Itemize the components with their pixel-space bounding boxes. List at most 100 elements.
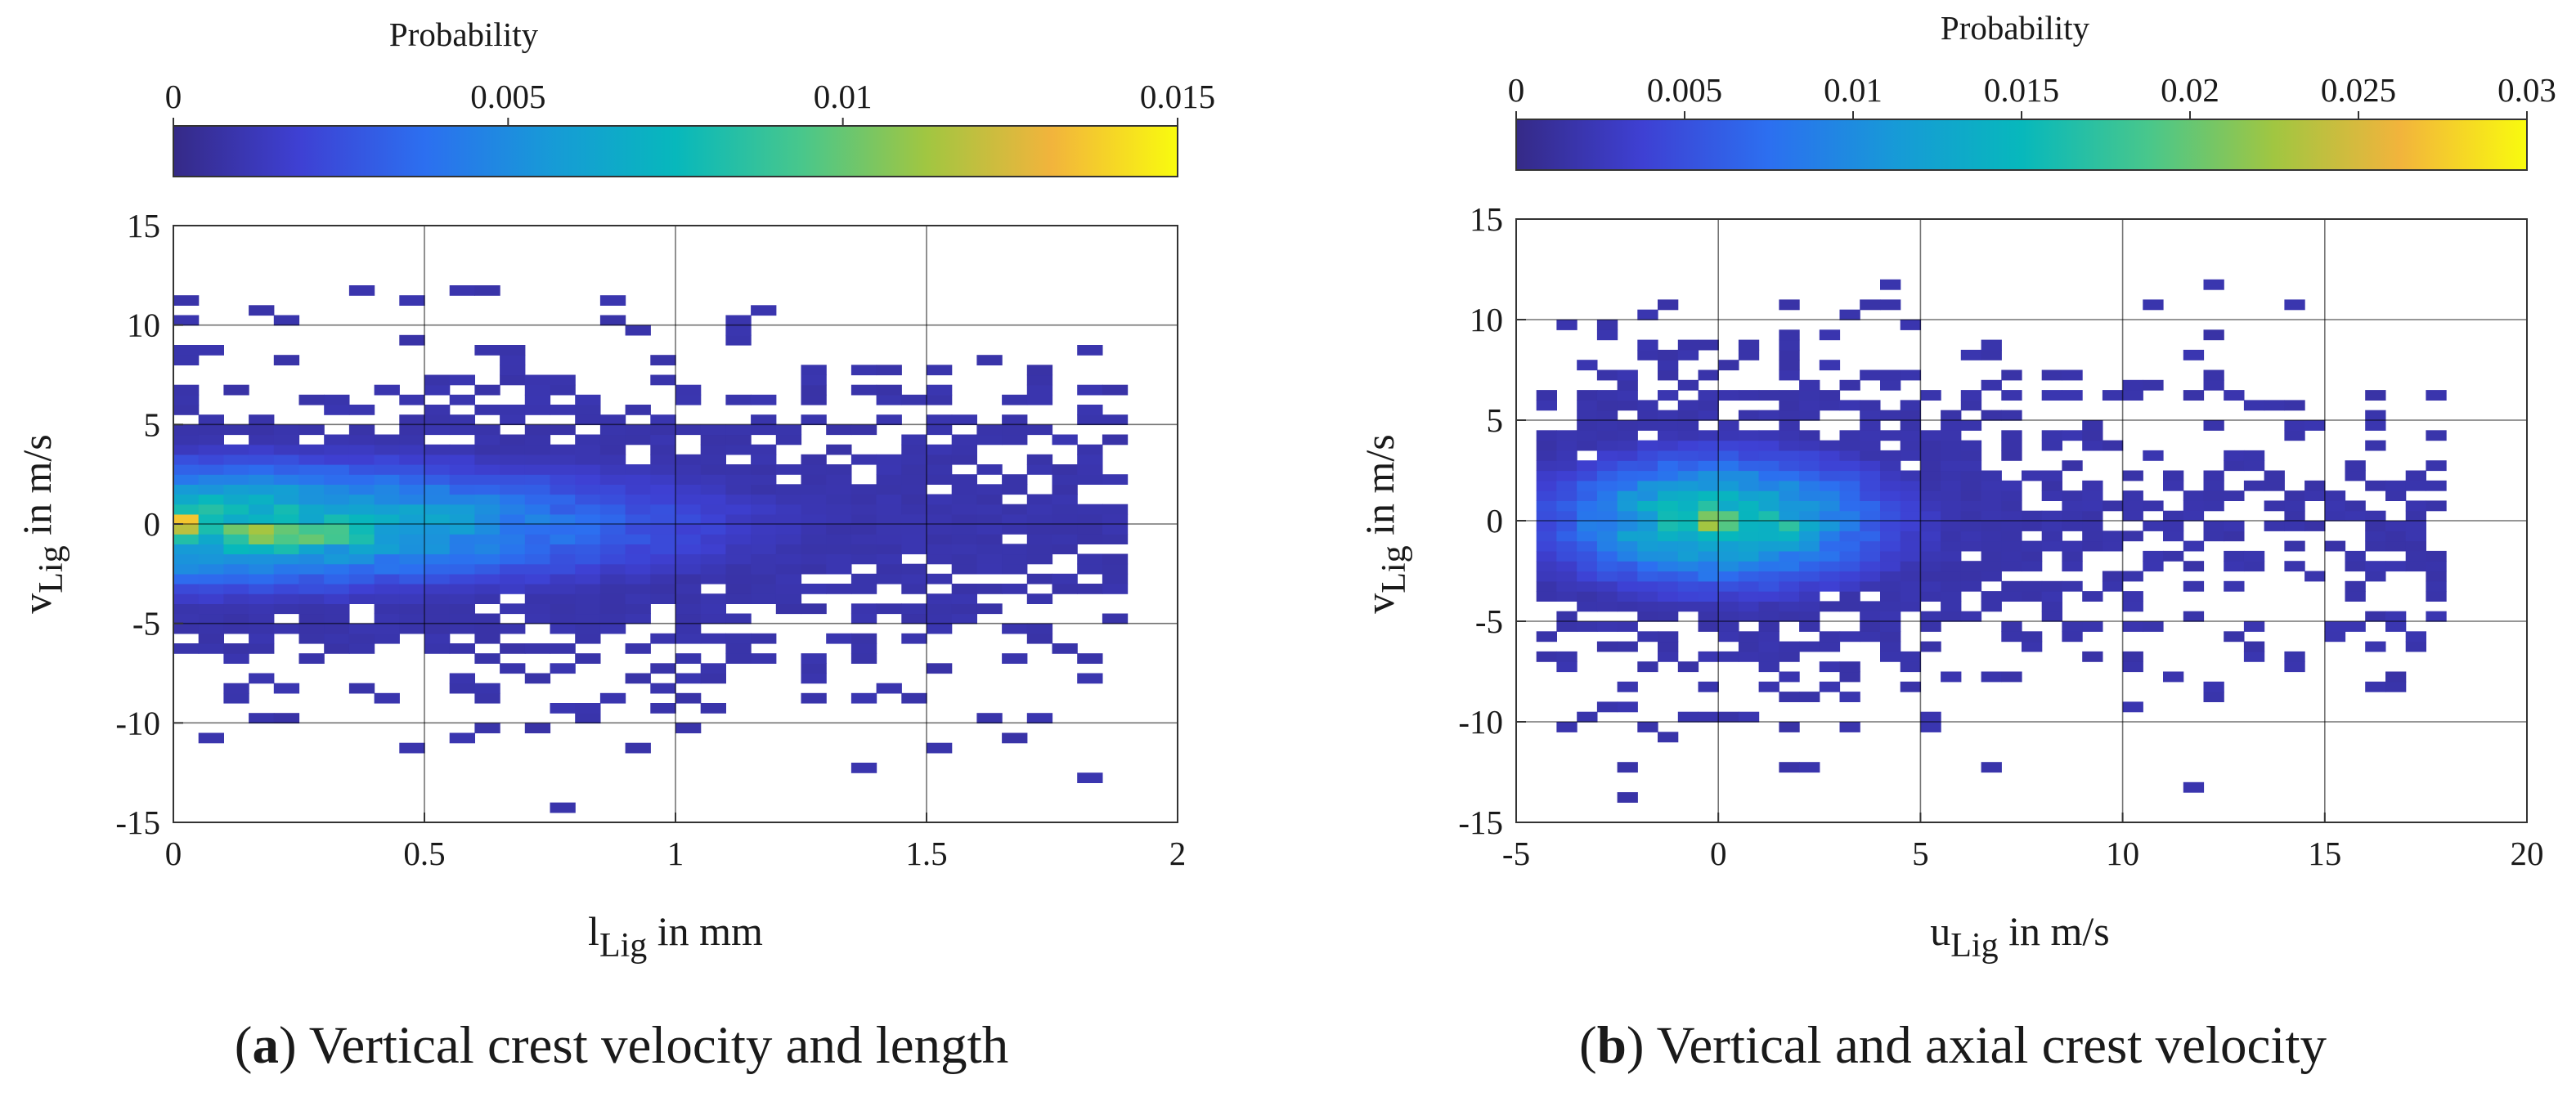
heatmap-cell bbox=[474, 553, 500, 565]
heatmap-cell bbox=[1779, 540, 1800, 552]
heatmap-cell bbox=[575, 394, 601, 405]
heatmap-cell bbox=[324, 504, 350, 515]
heatmap-cell bbox=[1698, 601, 1719, 612]
heatmap-cell bbox=[2001, 450, 2022, 461]
heatmap-cell bbox=[1960, 400, 1982, 411]
heatmap-cell bbox=[901, 603, 927, 615]
heatmap-cell bbox=[2062, 500, 2083, 512]
heatmap-cell bbox=[675, 454, 702, 465]
heatmap-cell bbox=[2022, 521, 2043, 531]
heatmap-cell bbox=[599, 692, 626, 704]
heatmap-cell bbox=[2022, 641, 2043, 652]
heatmap-cell bbox=[725, 325, 752, 336]
heatmap-cell bbox=[751, 444, 777, 455]
heatmap-cell bbox=[1698, 611, 1719, 622]
heatmap-cell bbox=[500, 513, 526, 525]
heatmap-cell bbox=[1718, 430, 1739, 441]
heatmap-cell bbox=[1677, 420, 1699, 431]
heatmap-cell bbox=[1026, 573, 1053, 584]
heatmap-cell bbox=[324, 643, 350, 654]
heatmap-cell bbox=[424, 613, 451, 625]
heatmap-cell bbox=[1839, 561, 1860, 572]
heatmap-cell bbox=[725, 444, 752, 455]
heatmap-cell bbox=[625, 553, 651, 565]
heatmap-cell bbox=[850, 513, 877, 525]
heatmap-cell bbox=[2264, 400, 2285, 411]
heatmap-cell bbox=[2405, 641, 2426, 652]
heatmap-cell bbox=[324, 394, 350, 405]
heatmap-cell bbox=[1758, 641, 1779, 652]
heatmap-cell bbox=[1779, 360, 1800, 371]
heatmap-cell bbox=[1779, 460, 1800, 472]
heatmap-cell bbox=[901, 563, 927, 575]
heatmap-cell bbox=[927, 534, 953, 544]
heatmap-cell bbox=[901, 444, 927, 455]
heatmap-cell bbox=[1900, 440, 1921, 451]
heatmap-cell bbox=[173, 584, 200, 594]
heatmap-cell bbox=[2022, 550, 2043, 562]
heatmap-cell bbox=[2243, 450, 2265, 461]
colorbar-tick-label: 0.025 bbox=[2321, 71, 2396, 109]
panel-b: Probability 0 0.005 0.01 0.015 0.02 0.025 0.03… bbox=[1357, 9, 2556, 1075]
heatmap-cell bbox=[927, 742, 953, 754]
heatmap-cell bbox=[751, 454, 777, 465]
heatmap-cell bbox=[1941, 571, 1962, 582]
heatmap-cell bbox=[1738, 550, 1760, 562]
heatmap-cell bbox=[1819, 561, 1841, 572]
heatmap-cell bbox=[1002, 504, 1028, 515]
heatmap-cell bbox=[298, 553, 325, 565]
heatmap-cell bbox=[1941, 510, 1962, 522]
heatmap-cell bbox=[474, 405, 500, 415]
heatmap-cell bbox=[575, 573, 601, 584]
heatmap-cell bbox=[675, 593, 702, 604]
heatmap-cell bbox=[1556, 591, 1577, 602]
heatmap-cell bbox=[2001, 550, 2022, 562]
heatmap-cell bbox=[324, 474, 350, 485]
heatmap-cell bbox=[775, 573, 802, 584]
heatmap-cell bbox=[801, 454, 827, 465]
y-tick-label: 5 bbox=[1487, 401, 1504, 439]
heatmap-cell bbox=[223, 613, 249, 625]
heatmap-cell bbox=[1617, 681, 1638, 692]
heatmap-cell bbox=[1677, 490, 1699, 501]
heatmap-cell bbox=[876, 494, 902, 505]
heatmap-cell bbox=[2163, 531, 2184, 542]
heatmap-cell bbox=[751, 464, 777, 475]
heatmap-cell bbox=[524, 464, 551, 475]
heatmap-cell bbox=[474, 534, 500, 544]
heatmap-cell bbox=[1577, 470, 1598, 481]
heatmap-cell bbox=[2324, 621, 2346, 632]
heatmap-cell bbox=[1960, 531, 1982, 542]
heatmap-cell bbox=[1077, 673, 1103, 684]
heatmap-cell bbox=[2082, 591, 2103, 602]
heatmap-cell bbox=[449, 534, 475, 544]
heatmap-cell bbox=[1799, 540, 1820, 552]
heatmap-cell bbox=[2062, 369, 2083, 381]
heatmap-cell bbox=[599, 484, 626, 495]
heatmap-cell bbox=[1819, 390, 1841, 401]
heatmap-cell bbox=[1596, 580, 1618, 592]
heatmap-cell bbox=[1556, 571, 1577, 582]
heatmap-cell bbox=[1077, 534, 1103, 544]
heatmap-cell bbox=[550, 464, 576, 475]
heatmap-cell bbox=[399, 504, 425, 515]
heatmap-cell bbox=[876, 513, 902, 525]
heatmap-cell bbox=[1556, 611, 1577, 622]
heatmap-cell bbox=[575, 563, 601, 575]
heatmap-cell bbox=[2102, 571, 2124, 582]
heatmap-cell bbox=[1779, 521, 1800, 531]
heatmap-cell bbox=[675, 384, 702, 396]
x-tick-label: 5 bbox=[1912, 835, 1929, 872]
heatmap-cell bbox=[1981, 410, 2002, 421]
heatmap-cell bbox=[2041, 440, 2062, 451]
heatmap-cell bbox=[801, 663, 827, 674]
heatmap-cell bbox=[1860, 470, 1881, 481]
heatmap-cell bbox=[1596, 400, 1618, 411]
heatmap-cell bbox=[1860, 440, 1881, 451]
heatmap-cell bbox=[1596, 500, 1618, 512]
heatmap-cell bbox=[927, 573, 953, 584]
heatmap-cell bbox=[249, 673, 275, 684]
heatmap-cell bbox=[374, 494, 400, 505]
y-tick-label: -10 bbox=[1458, 703, 1503, 741]
heatmap-cell bbox=[826, 553, 852, 565]
